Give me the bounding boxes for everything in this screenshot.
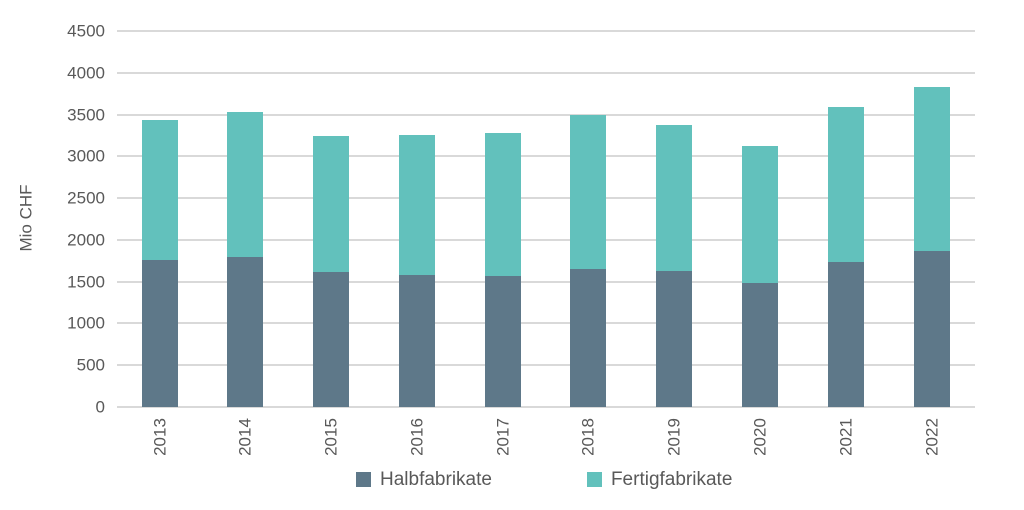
bar-2018-fertigfabrikate-segment xyxy=(570,114,607,270)
y-tick-label-2000: 2000 xyxy=(67,230,105,250)
y-axis-title: Mio CHF xyxy=(16,184,36,252)
bar-2017-halbfabrikate-segment xyxy=(484,275,521,407)
gridline-2000 xyxy=(117,238,975,241)
y-tick-label-2500: 2500 xyxy=(67,188,105,208)
bar-2022 xyxy=(913,31,950,407)
x-tick-label-2014: 2014 xyxy=(235,418,255,456)
gridline-4000 xyxy=(117,71,975,74)
legend-label-fertigfabrikate: Fertigfabrikate xyxy=(610,469,733,490)
bar-2013-fertigfabrikate-segment xyxy=(141,119,178,260)
bar-2014-fertigfabrikate-segment xyxy=(227,112,264,258)
x-tick-label-2016: 2016 xyxy=(407,418,427,456)
bar-2016-halbfabrikate-segment xyxy=(398,274,435,407)
y-tick-label-0: 0 xyxy=(95,397,105,417)
y-tick-label-1000: 1000 xyxy=(67,313,105,333)
x-tick-label-2022: 2022 xyxy=(922,418,942,456)
gridline-2500 xyxy=(117,197,975,200)
x-tick-label-2017: 2017 xyxy=(493,418,513,456)
bar-2021 xyxy=(827,31,864,407)
gridline-0 xyxy=(117,406,975,408)
bar-2022-halbfabrikate-segment xyxy=(913,250,950,407)
legend-label-halbfabrikate: Halbfabrikate xyxy=(380,469,492,490)
bar-2014 xyxy=(227,31,264,407)
y-tick-label-500: 500 xyxy=(76,355,105,375)
plot-area xyxy=(117,30,975,408)
x-tick-label-2019: 2019 xyxy=(664,418,684,456)
gridline-1500 xyxy=(117,280,975,283)
bar-2020-halbfabrikate-segment xyxy=(741,282,778,407)
bar-2015-fertigfabrikate-segment xyxy=(313,136,350,272)
x-tick-label-2018: 2018 xyxy=(578,418,598,456)
gridline-3500 xyxy=(117,113,975,116)
bar-2013-halbfabrikate-segment xyxy=(141,259,178,407)
legend-item-fertigfabrikate: Fertigfabrikate xyxy=(586,469,733,490)
bar-2013 xyxy=(141,31,178,407)
y-tick-label-3500: 3500 xyxy=(67,105,105,125)
legend: Halbfabrikate Fertigfabrikate xyxy=(356,470,732,489)
bar-2016 xyxy=(398,31,435,407)
legend-swatch-halbfabrikate-icon xyxy=(356,472,371,487)
bar-2015 xyxy=(313,31,350,407)
bar-2022-fertigfabrikate-segment xyxy=(913,87,950,251)
bar-2014-halbfabrikate-segment xyxy=(227,257,264,407)
bar-2016-fertigfabrikate-segment xyxy=(398,134,435,275)
y-tick-label-4000: 4000 xyxy=(67,63,105,83)
bar-2021-halbfabrikate-segment xyxy=(827,262,864,407)
x-tick-label-2013: 2013 xyxy=(150,418,169,456)
gridline-500 xyxy=(117,364,975,367)
bar-2021-fertigfabrikate-segment xyxy=(827,107,864,263)
bar-2020 xyxy=(741,31,778,407)
bar-2019 xyxy=(656,31,693,407)
bar-2017 xyxy=(484,31,521,407)
bar-2018 xyxy=(570,31,607,407)
legend-swatch-fertigfabrikate-icon xyxy=(586,472,602,487)
bar-2019-fertigfabrikate-segment xyxy=(656,124,693,271)
gridline-1000 xyxy=(117,322,975,325)
bar-2018-halbfabrikate-segment xyxy=(570,269,607,407)
bar-2019-halbfabrikate-segment xyxy=(656,270,693,407)
legend-item-halbfabrikate: Halbfabrikate xyxy=(356,470,492,489)
x-tick-label-2021: 2021 xyxy=(836,418,856,456)
gridline-4500 xyxy=(117,30,975,32)
x-tick-label-2015: 2015 xyxy=(321,418,341,456)
y-tick-label-4500: 4500 xyxy=(67,21,105,41)
x-tick-label-2020: 2020 xyxy=(750,418,770,456)
bar-2017-fertigfabrikate-segment xyxy=(484,132,521,276)
y-tick-label-3000: 3000 xyxy=(67,146,105,166)
y-tick-label-1500: 1500 xyxy=(67,272,105,292)
gridline-3000 xyxy=(117,155,975,158)
bar-2015-halbfabrikate-segment xyxy=(313,271,350,407)
bar-2020-fertigfabrikate-segment xyxy=(741,145,778,283)
